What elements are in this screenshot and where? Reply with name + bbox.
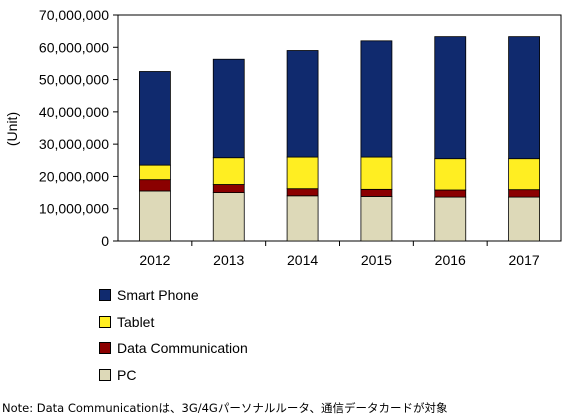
bar-segment-data-communication <box>212 184 245 193</box>
bar-segment-data-communication <box>508 189 540 198</box>
footnote: Note: Data Communicationは、3G/4Gパーソナルルータ、… <box>2 401 448 415</box>
legend-swatch-data-communication <box>99 342 111 355</box>
bar-segment-pc <box>508 196 540 242</box>
legend-label-pc: PC <box>117 366 137 383</box>
bar-segment-pc <box>286 195 319 242</box>
bar-segment-tablet <box>286 156 319 190</box>
stacked-bar-chart: (Unit) 0 10,000,000 20,000,000 30,000,000 40… <box>4 7 562 268</box>
bar-segment-tablet <box>508 158 540 191</box>
bar-segment-tablet <box>434 158 467 191</box>
legend-swatch-smart-phone <box>99 289 111 302</box>
bar-segment-tablet <box>212 157 245 185</box>
bar-segment-pc <box>360 196 393 242</box>
bar-segment-data-communication <box>360 188 393 197</box>
y-tick-label: 10,000,000 <box>39 201 109 217</box>
bar-segment-pc <box>212 192 245 242</box>
bar-segment-pc <box>139 190 171 242</box>
bar-segment-data-communication <box>139 179 171 192</box>
x-tick-label: 2013 <box>213 252 244 268</box>
plot-area <box>117 14 562 242</box>
y-tick-label: 70,000,000 <box>39 7 109 23</box>
legend-item-smart-phone: Smart Phone <box>99 282 248 309</box>
x-tick-label: 2016 <box>435 252 466 268</box>
legend-label-tablet: Tablet <box>117 313 155 330</box>
legend-label-data-communication: Data Communication <box>117 340 248 357</box>
bar-segment-smart-phone <box>139 71 171 166</box>
bar-segment-smart-phone <box>212 58 245 159</box>
bar-segment-smart-phone <box>508 36 540 160</box>
bar-segment-smart-phone <box>434 36 467 160</box>
y-tick-label: 50,000,000 <box>39 72 109 88</box>
x-tick-label: 2015 <box>361 252 392 268</box>
chart-legend: Smart Phone Tablet Data Communication PC <box>99 282 248 388</box>
legend-item-pc: PC <box>99 362 248 389</box>
legend-swatch-pc <box>99 368 111 381</box>
legend-swatch-tablet <box>99 315 111 328</box>
legend-item-data-communication: Data Communication <box>99 335 248 362</box>
legend-label-smart-phone: Smart Phone <box>117 287 199 304</box>
y-tick-label: 60,000,000 <box>39 39 109 55</box>
x-tick-label: 2012 <box>139 252 170 268</box>
bar-segment-data-communication <box>286 188 319 197</box>
y-tick-label: 40,000,000 <box>39 104 109 120</box>
bar-segment-tablet <box>360 156 393 190</box>
y-axis-label: (Unit) <box>4 112 20 146</box>
y-tick-label: 0 <box>101 233 109 249</box>
legend-item-tablet: Tablet <box>99 309 248 336</box>
y-tick-label: 20,000,000 <box>39 168 109 184</box>
bar-segment-pc <box>434 196 467 242</box>
y-tick-label: 30,000,000 <box>39 136 109 152</box>
bar-segment-tablet <box>139 164 171 181</box>
bar-segment-smart-phone <box>360 40 393 158</box>
x-tick-label: 2017 <box>509 252 540 268</box>
bar-segment-smart-phone <box>286 50 319 158</box>
bar-segment-data-communication <box>434 189 467 198</box>
x-tick-label: 2014 <box>287 252 318 268</box>
